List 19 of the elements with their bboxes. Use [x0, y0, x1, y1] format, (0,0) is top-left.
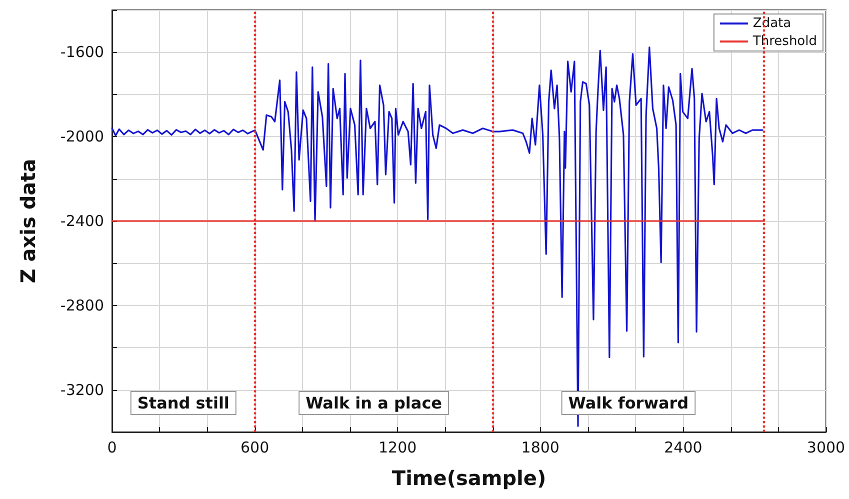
- y-axis-title: Z axis data: [16, 158, 40, 284]
- x-axis-title: Time(sample): [392, 466, 546, 490]
- y-tick-label: -2800: [60, 296, 104, 314]
- x-tick-label: 3000: [806, 438, 846, 456]
- legend-label: Zdata: [752, 16, 792, 31]
- annotation: Walk in a place: [306, 394, 442, 412]
- x-tick-label: 2400: [664, 438, 702, 456]
- x-tick-label: 1800: [521, 438, 560, 456]
- y-tick-label: -3200: [60, 380, 104, 399]
- y-tick-label: -1600: [60, 43, 104, 62]
- annotation: Walk forward: [568, 394, 689, 412]
- annotation: Stand still: [137, 394, 230, 412]
- legend-label: Threshold: [752, 34, 818, 49]
- y-tick-label: -2400: [60, 212, 104, 230]
- line-series: [111, 46, 764, 427]
- x-tick-label: 600: [240, 438, 270, 456]
- x-tick-label: 1200: [378, 438, 417, 456]
- x-tick-label: 0: [107, 438, 117, 456]
- y-tick-label: -2000: [60, 128, 104, 146]
